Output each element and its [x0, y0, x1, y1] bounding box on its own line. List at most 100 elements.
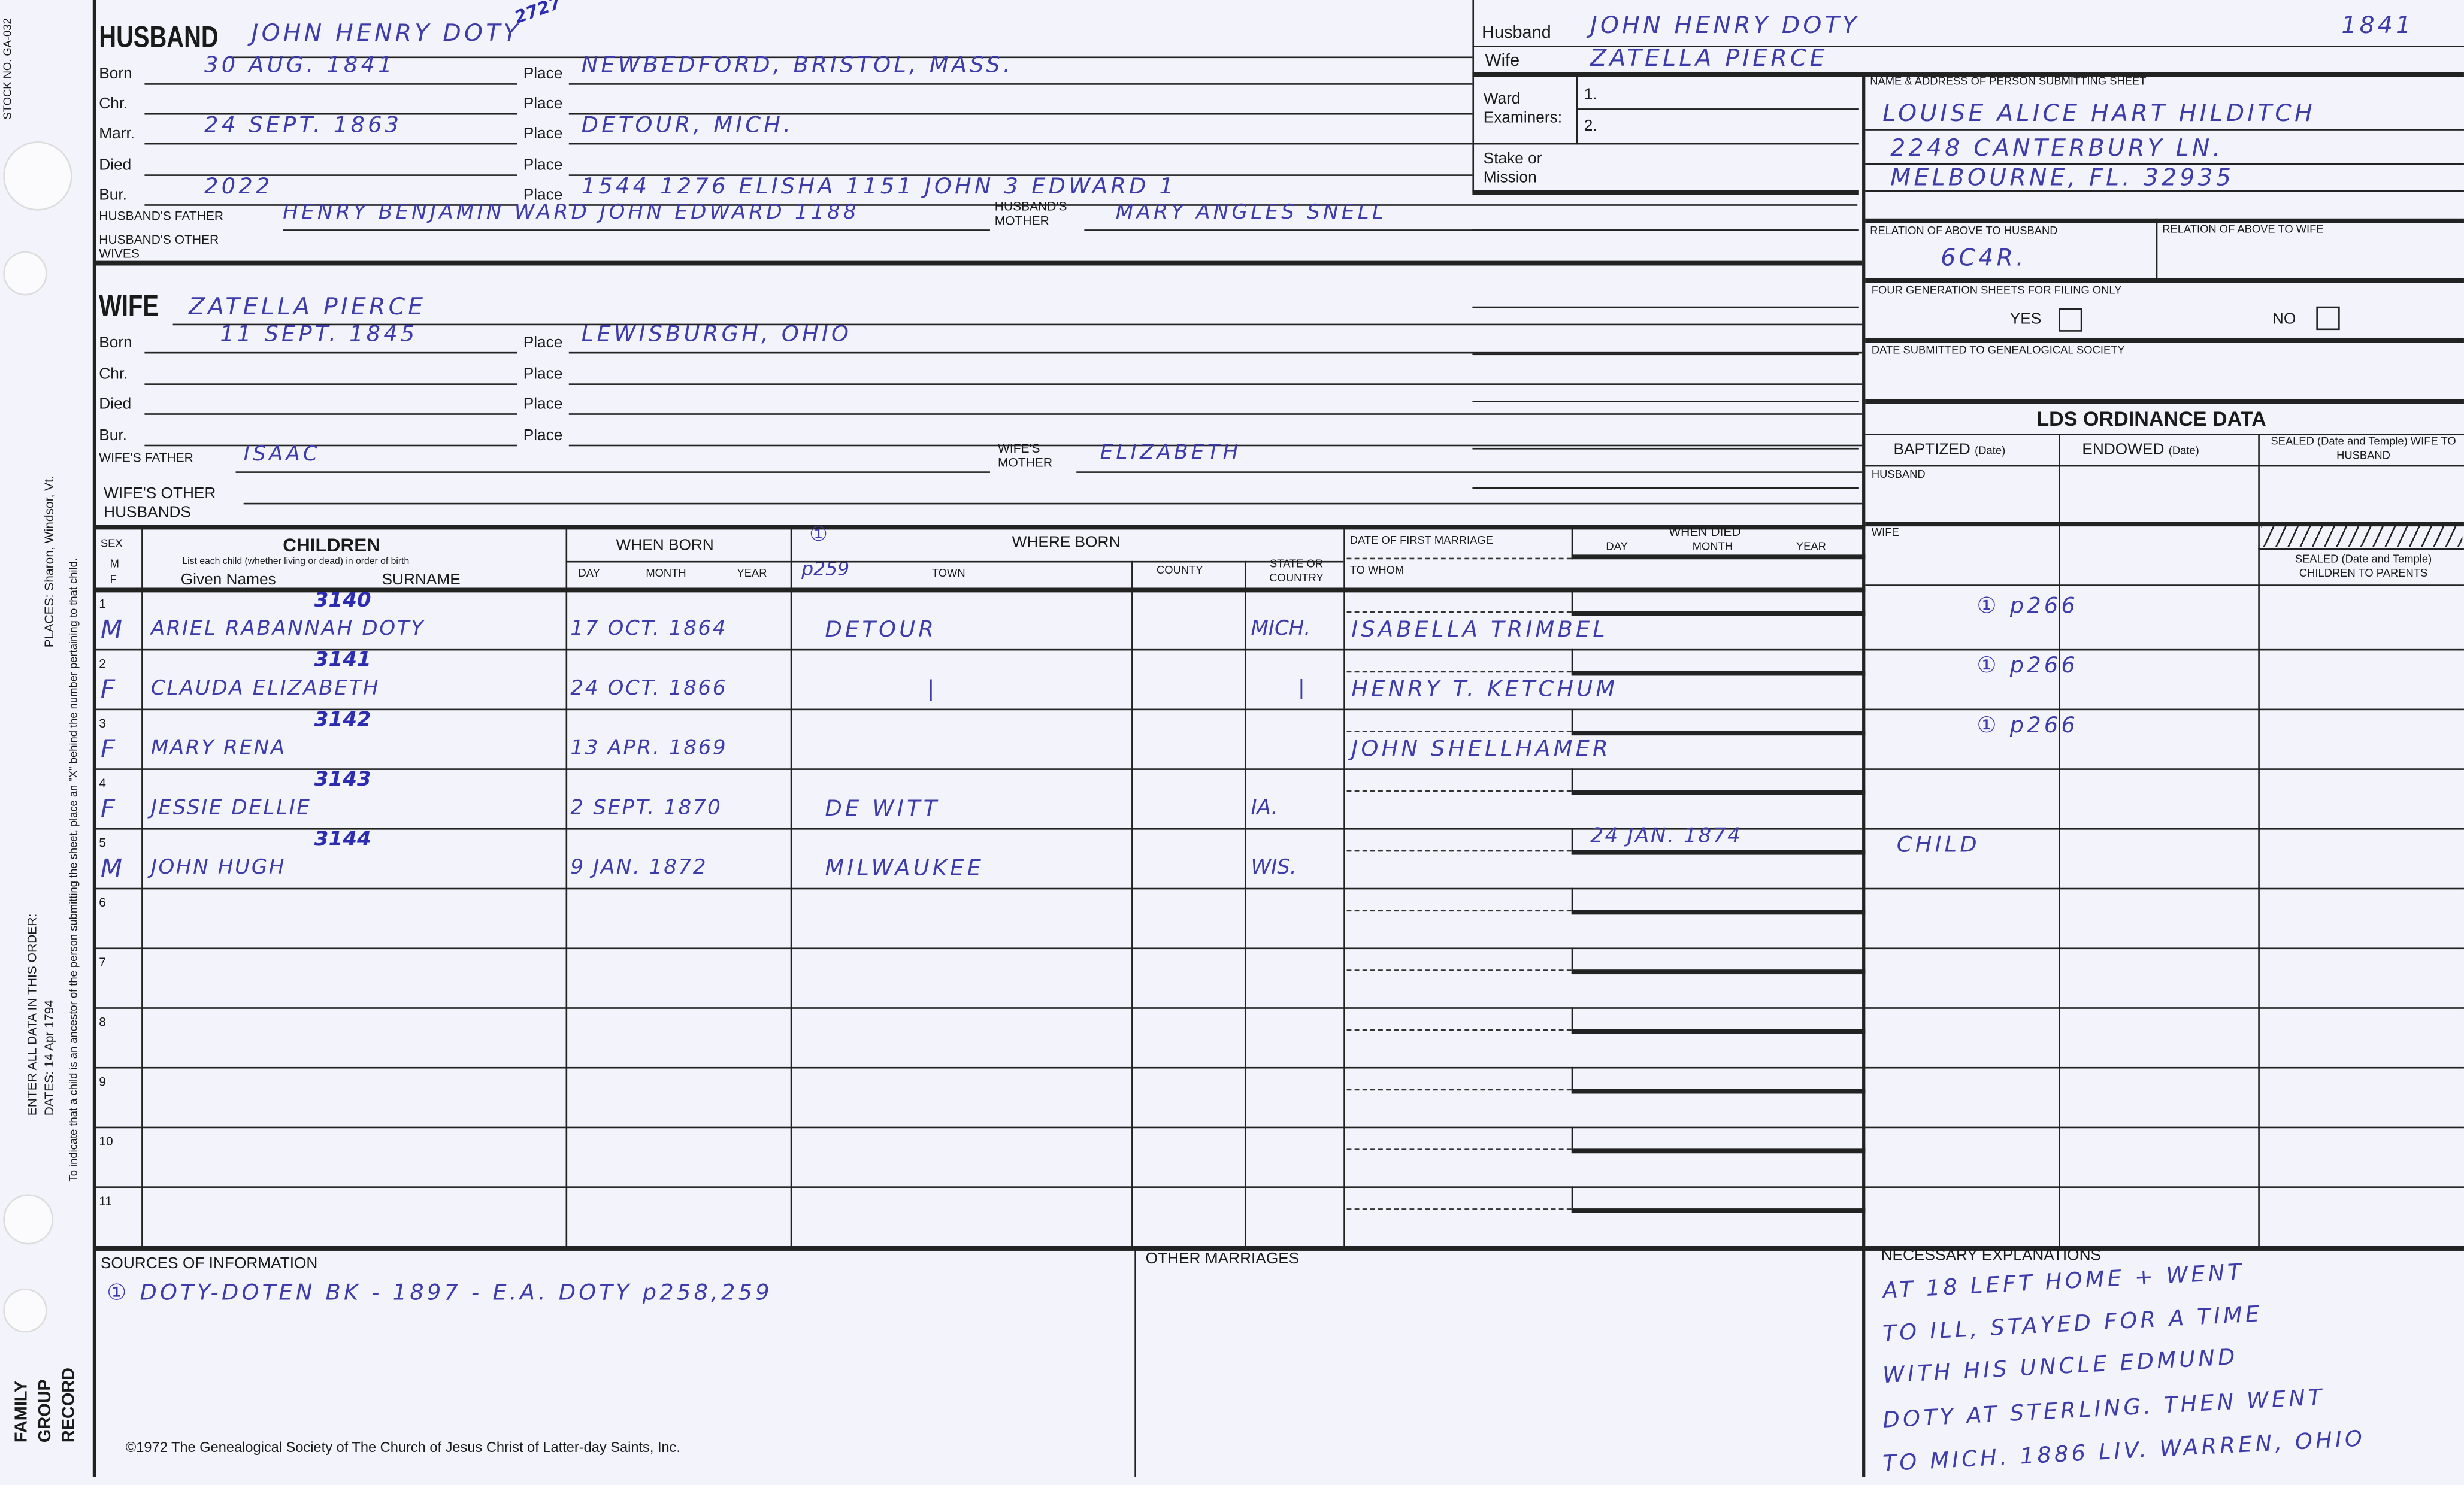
husband-event-date[interactable]: 24 SEPT. 1863 [204, 113, 402, 138]
explanation-line[interactable]: AT 18 LEFT HOME + WENT [1882, 1260, 2245, 1305]
child-sex[interactable]: M [100, 853, 126, 883]
child-lds[interactable]: ① p266 [1976, 593, 2079, 619]
field-line [568, 83, 1473, 85]
death-line [1571, 910, 1866, 915]
sealed-children-label: SEALED (Date and Temple) CHILDREN TO PAR… [2295, 554, 2432, 580]
child-spouse[interactable]: JOHN SHELLHAMER [1351, 737, 1611, 762]
child-name[interactable]: JESSIE DELLIE [150, 796, 311, 820]
first-marriage-header: DATE OF FIRST MARRIAGE [1349, 535, 1493, 547]
death-divider [1571, 1126, 1573, 1149]
child-town[interactable]: DE WITT [825, 796, 940, 822]
child-town[interactable]: MILWAUKEE [825, 856, 985, 882]
hatched-area [2261, 525, 2463, 547]
husband-event-place[interactable]: 1544 1276 ELISHA 1151 JOHN 3 EDWARD 1 [581, 174, 1177, 200]
row-line [94, 1007, 1866, 1009]
relation-wife-label: RELATION OF ABOVE TO WIFE [2162, 225, 2324, 236]
lds-row-line [1865, 828, 2464, 830]
wife-father[interactable]: ISAAC [243, 443, 321, 467]
four-generation-label: FOUR GENERATION SHEETS FOR FILING ONLY [1871, 286, 2122, 297]
lds-row-line [1865, 1066, 2464, 1069]
child-name[interactable]: MARY RENA [150, 737, 286, 761]
lds-row-line [1865, 1126, 2464, 1129]
child-born[interactable]: 13 APR. 1869 [570, 737, 728, 761]
field-line [144, 174, 517, 176]
husband-mother[interactable]: MARY ANGLES SNELL [1115, 201, 1387, 225]
wife-mother[interactable]: ELIZABETH [1100, 441, 1242, 465]
wife-event-date[interactable]: 11 SEPT. 1845 [220, 322, 418, 347]
husband-event-date[interactable]: 2022 [204, 174, 273, 200]
death-divider [1571, 947, 1573, 970]
child-lds[interactable]: CHILD [1896, 832, 1980, 858]
wife-name[interactable]: ZATELLA PIERCE [188, 292, 426, 321]
child-born[interactable]: 2 SEPT. 1870 [570, 796, 722, 820]
child-state[interactable]: WIS. [1251, 856, 1297, 880]
husband-name[interactable]: JOHN HENRY DOTY [251, 19, 521, 47]
child-lds[interactable]: ① p266 [1976, 713, 2079, 739]
punch-hole [3, 1194, 54, 1245]
child-number: 3 [99, 716, 106, 731]
child-sex[interactable]: F [100, 734, 119, 764]
explanation-line[interactable]: TO ILL, STAYED FOR A TIME [1882, 1302, 2263, 1347]
surname-header: SURNAME [382, 572, 461, 590]
explanation-line[interactable]: WITH HIS UNCLE EDMUND [1882, 1345, 2239, 1389]
husband-other-wives-label: HUSBAND'S OTHER WIVES [99, 232, 219, 261]
child-name[interactable]: ARIEL RABANNAH DOTY [150, 617, 425, 641]
child-number: 11 [99, 1194, 113, 1209]
child-spouse[interactable]: HENRY T. KETCHUM [1351, 677, 1618, 703]
place-label: Place [523, 396, 563, 414]
other-marriages-label: OTHER MARRIAGES [1145, 1250, 1300, 1268]
death-divider [1571, 768, 1573, 791]
wife-mother-label: WIFE'S MOTHER [998, 441, 1053, 470]
child-state[interactable]: IA. [1251, 796, 1278, 820]
ward-examiner-1[interactable]: 1. [1584, 86, 1597, 104]
summary-husband[interactable]: JOHN HENRY DOTY [1590, 11, 1860, 40]
child-born[interactable]: 24 OCT. 1866 [570, 677, 728, 701]
child-number: 10 [99, 1134, 113, 1149]
child-lds[interactable]: ① p266 [1976, 653, 2079, 679]
child-sex[interactable]: F [100, 674, 119, 704]
child-number: 9 [99, 1075, 106, 1089]
child-died[interactable]: 24 JAN. 1874 [1590, 825, 1742, 849]
field-line [144, 113, 517, 115]
child-state[interactable]: MICH. [1251, 617, 1311, 641]
husband-mother-label: HUSBAND'S MOTHER [994, 199, 1067, 228]
child-sex[interactable]: M [100, 614, 126, 644]
husband-number: 2727 [511, 0, 564, 28]
submitter-city[interactable]: MELBOURNE, FL. 32935 [1890, 163, 2235, 192]
child-born[interactable]: 9 JAN. 1872 [570, 856, 708, 880]
child-town[interactable]: | [927, 677, 938, 703]
place-label: Place [523, 157, 563, 175]
child-name[interactable]: CLAUDA ELIZABETH [150, 677, 380, 701]
child-spouse[interactable]: ISABELLA TRIMBEL [1351, 617, 1609, 643]
place-label: Place [523, 66, 563, 84]
husband-event-date[interactable]: 30 AUG. 1841 [204, 53, 395, 79]
husband-event-place[interactable]: DETOUR, MICH. [581, 113, 794, 138]
relation-husband[interactable]: 6C4R. [1941, 243, 2027, 272]
child-name[interactable]: JOHN HUGH [150, 856, 286, 880]
submitter-street[interactable]: 2248 CANTERBURY LN. [1890, 134, 2224, 162]
death-divider [1571, 1186, 1573, 1209]
yes-checkbox[interactable] [2059, 308, 2082, 332]
child-number: 4 [99, 776, 106, 791]
row-line [94, 1126, 1866, 1129]
death-line [1571, 611, 1866, 616]
summary-wife[interactable]: ZATELLA PIERCE [1590, 44, 1828, 72]
explanation-line[interactable]: TO MICH. 1886 LIV. WARREN, OHIO [1882, 1426, 2366, 1477]
wife-event-place[interactable]: LEWISBURGH, OHIO [581, 322, 852, 347]
child-id: 3141 [314, 648, 371, 673]
no-checkbox[interactable] [2316, 306, 2340, 331]
explanation-line[interactable]: DOTY AT STERLING. THEN WENT [1882, 1385, 2326, 1434]
child-town[interactable]: DETOUR [825, 617, 937, 643]
child-born[interactable]: 17 OCT. 1864 [570, 617, 728, 641]
summary-year[interactable]: 1841 [2341, 11, 2414, 40]
submitter-name[interactable]: LOUISE ALICE HART HILDITCH [1882, 99, 2315, 128]
husband-father[interactable]: HENRY BENJAMIN WARD JOHN EDWARD 1188 [283, 201, 859, 225]
child-sex[interactable]: F [100, 793, 119, 824]
ward-examiner-2[interactable]: 2. [1584, 117, 1597, 135]
children-header: CHILDREN [283, 534, 380, 557]
sources-text[interactable]: ① DOTY-DOTEN BK - 1897 - E.A. DOTY p258,… [107, 1280, 773, 1306]
ancestor-note: To indicate that a child is an ancestor … [69, 558, 80, 1182]
child-state[interactable]: | [1298, 677, 1305, 701]
husband-event-place[interactable]: NEWBEDFORD, BRISTOL, MASS. [581, 53, 1013, 79]
